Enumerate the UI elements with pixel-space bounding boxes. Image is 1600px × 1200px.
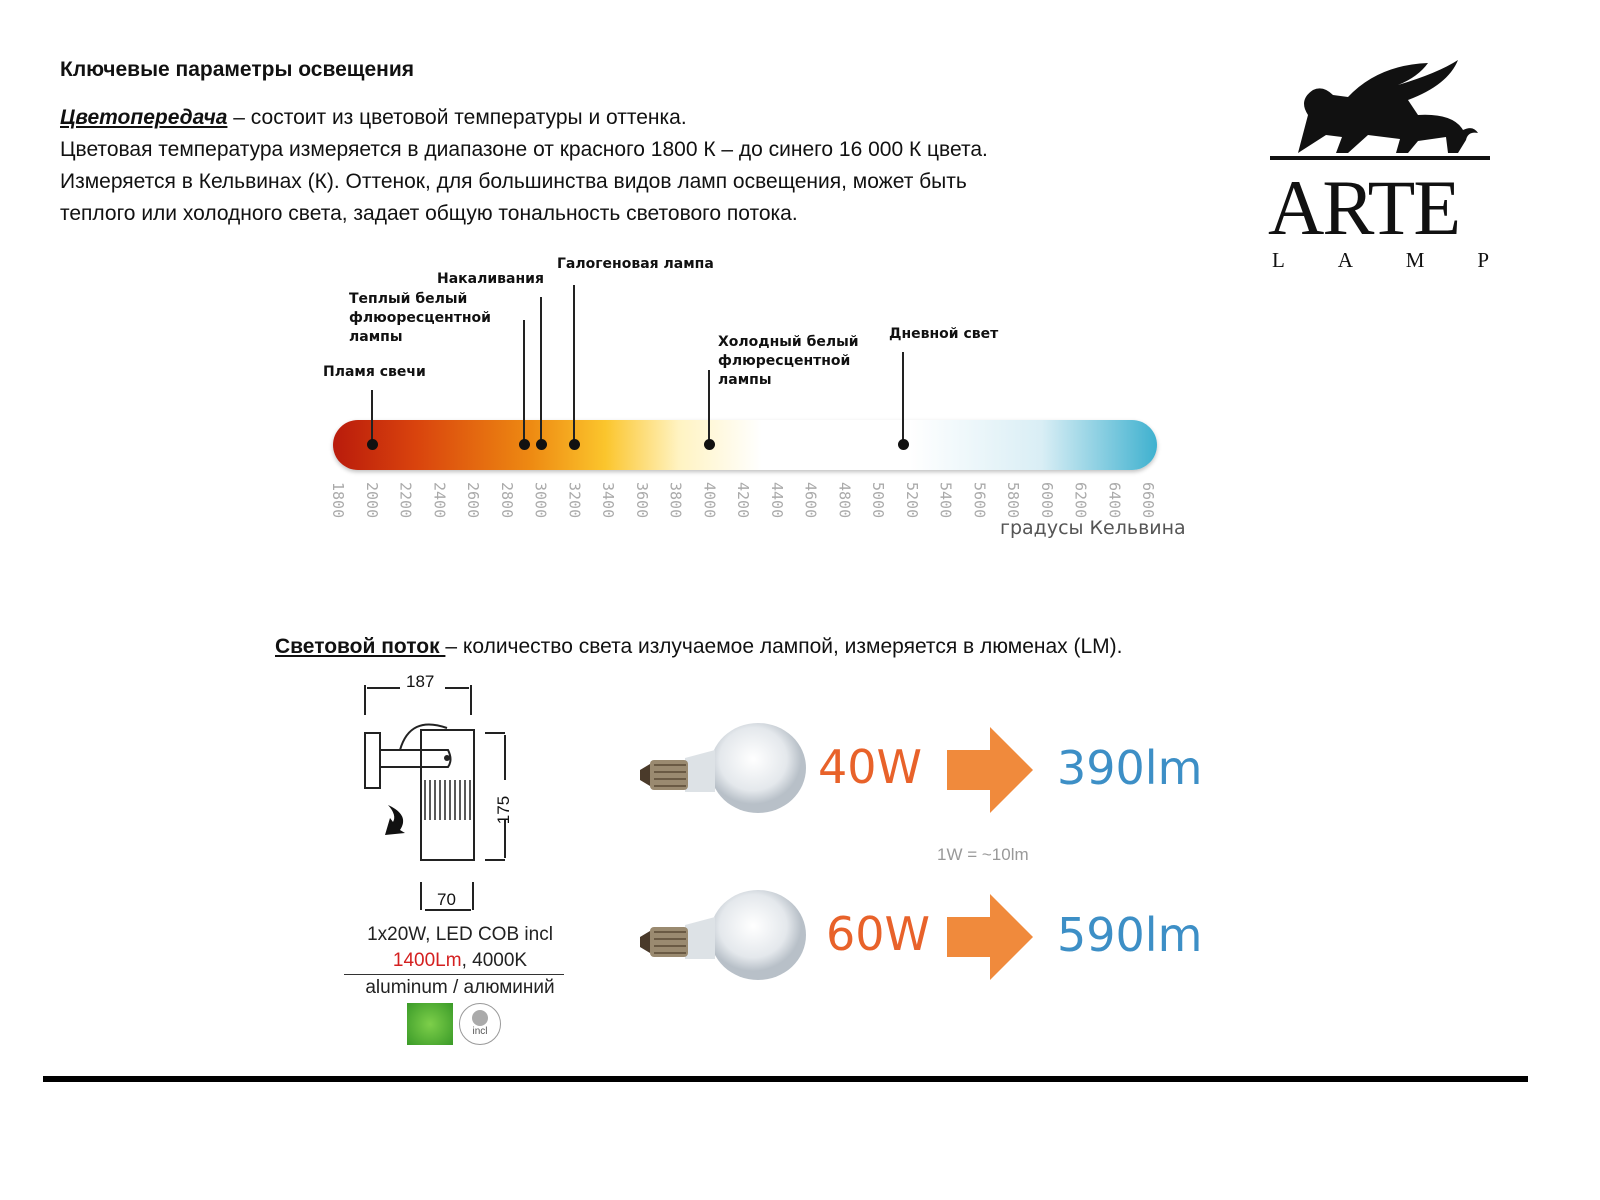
tick-label: 5800 bbox=[1004, 482, 1022, 519]
tick-label: 2600 bbox=[464, 482, 482, 519]
tick-label: 5600 bbox=[970, 482, 989, 519]
tick-label: 2400 bbox=[430, 482, 449, 519]
page-heading: Ключевые параметры освещения bbox=[60, 58, 414, 81]
marker-label: Пламя свечи bbox=[323, 364, 426, 380]
tick-label: 5000 bbox=[869, 482, 887, 519]
incl-label: incl bbox=[472, 1026, 488, 1037]
marker-label: Галогеновая лампа bbox=[557, 256, 714, 272]
tick-label: 2800 bbox=[497, 482, 516, 519]
color-temp-value: , 4000K bbox=[461, 950, 528, 971]
marker-line bbox=[370, 390, 373, 444]
conversion-rule: 1W = ~10lm bbox=[937, 845, 1029, 864]
tick-label: 3000 bbox=[531, 482, 550, 519]
tick-label: 2000 bbox=[362, 482, 381, 519]
logo-letter: M bbox=[1405, 248, 1425, 272]
text-line: теплого или холодного света, задает общу… bbox=[60, 202, 798, 225]
marker-dot bbox=[569, 439, 581, 450]
marker-label: Теплый белый флюоресцентной лампы bbox=[349, 291, 491, 345]
tick-label: 6400 bbox=[1105, 482, 1124, 519]
width-dimension: 187 bbox=[406, 672, 435, 691]
marker-line bbox=[522, 320, 525, 444]
lumen-output-value: 390lm bbox=[1057, 741, 1203, 795]
led-included-icon: incl bbox=[459, 1003, 501, 1045]
rotate-arrow-icon bbox=[385, 805, 405, 835]
winged-lion-icon bbox=[1270, 60, 1490, 160]
bottom-rule bbox=[43, 1076, 1528, 1082]
height-dimension: 175 bbox=[494, 795, 514, 825]
arrow-right-icon bbox=[947, 894, 1033, 980]
sun-icon bbox=[472, 1010, 488, 1026]
marker-line bbox=[708, 370, 711, 444]
power-spec: 1x20W, LED COB incl bbox=[367, 924, 553, 945]
wattage-value: 40W bbox=[818, 740, 923, 794]
marker-line bbox=[539, 297, 542, 444]
marker-dot bbox=[535, 439, 547, 450]
luminous-flux-term: Световой поток bbox=[275, 635, 446, 658]
marker-label: Накаливания bbox=[437, 271, 544, 287]
tick-label: 4800 bbox=[835, 482, 854, 519]
diameter-dimension: 70 bbox=[437, 890, 456, 909]
tick-label: 4600 bbox=[801, 482, 820, 519]
lumen-value: 1400Lm bbox=[392, 950, 462, 971]
color-temperature-bar bbox=[333, 420, 1157, 470]
marker-label: Дневной свет bbox=[889, 326, 999, 342]
lumen-output-value: 590lm bbox=[1057, 908, 1203, 962]
text-line: Цветовая температура измеряется в диапаз… bbox=[60, 138, 988, 161]
luminous-flux-desc: – количество света излучаемое лампой, из… bbox=[445, 635, 1123, 658]
logo-wordmark: ARTE bbox=[1268, 164, 1461, 251]
color-rendering-term: Цветопередача bbox=[60, 106, 228, 129]
marker-line bbox=[902, 352, 905, 444]
marker-dot bbox=[898, 439, 910, 450]
color-rendering-paragraph: Цветопередача – состоит из цветовой темп… bbox=[60, 102, 1210, 230]
material-spec: aluminum / алюминий bbox=[365, 977, 555, 998]
marker-line bbox=[573, 285, 576, 444]
tick-label: 2200 bbox=[396, 482, 415, 519]
text-line: – состоит из цветовой температуры и отте… bbox=[227, 106, 687, 129]
tick-label: 3400 bbox=[599, 482, 617, 519]
tick-label: 6600 bbox=[1139, 482, 1157, 519]
tick-label: 3800 bbox=[666, 482, 685, 519]
logo-letter: A bbox=[1337, 248, 1353, 272]
luminous-flux-line: Световой поток – количество света излуча… bbox=[275, 635, 1123, 659]
tick-label: 6200 bbox=[1071, 482, 1090, 519]
text-line: Измеряется в Кельвинах (К). Оттенок, для… bbox=[60, 170, 967, 193]
tick-label: 4400 bbox=[767, 482, 786, 519]
tick-label: 5400 bbox=[936, 482, 955, 519]
marker-dot bbox=[704, 439, 716, 450]
light-bulb-icon bbox=[640, 890, 806, 980]
tick-label: 3600 bbox=[632, 482, 651, 519]
lamp-dimension-drawing bbox=[364, 685, 506, 911]
marker-dot bbox=[366, 439, 378, 450]
tick-label: 6000 bbox=[1037, 482, 1056, 519]
logo-letter: P bbox=[1477, 248, 1489, 272]
tick-label: 5200 bbox=[902, 482, 921, 519]
color-swatch bbox=[407, 1003, 453, 1045]
light-bulb-icon bbox=[640, 723, 806, 813]
marker-label: Холодный белый флюресцентной лампы bbox=[718, 334, 859, 388]
divider bbox=[344, 974, 564, 975]
arte-lamp-logo: ARTE L A M P bbox=[1268, 55, 1493, 275]
axis-unit-label: градусы Кельвина bbox=[1000, 517, 1186, 539]
arrow-right-icon bbox=[947, 727, 1033, 813]
wattage-value: 60W bbox=[826, 907, 931, 961]
tick-label: 4000 bbox=[700, 482, 719, 519]
tick-label: 4200 bbox=[734, 482, 752, 519]
marker-dot bbox=[518, 439, 530, 450]
logo-letter: L bbox=[1272, 248, 1285, 272]
tick-label: 3200 bbox=[565, 482, 584, 519]
tick-label: 1800 bbox=[329, 482, 347, 519]
lumen-spec: 1400Lm, 4000K bbox=[330, 950, 590, 972]
